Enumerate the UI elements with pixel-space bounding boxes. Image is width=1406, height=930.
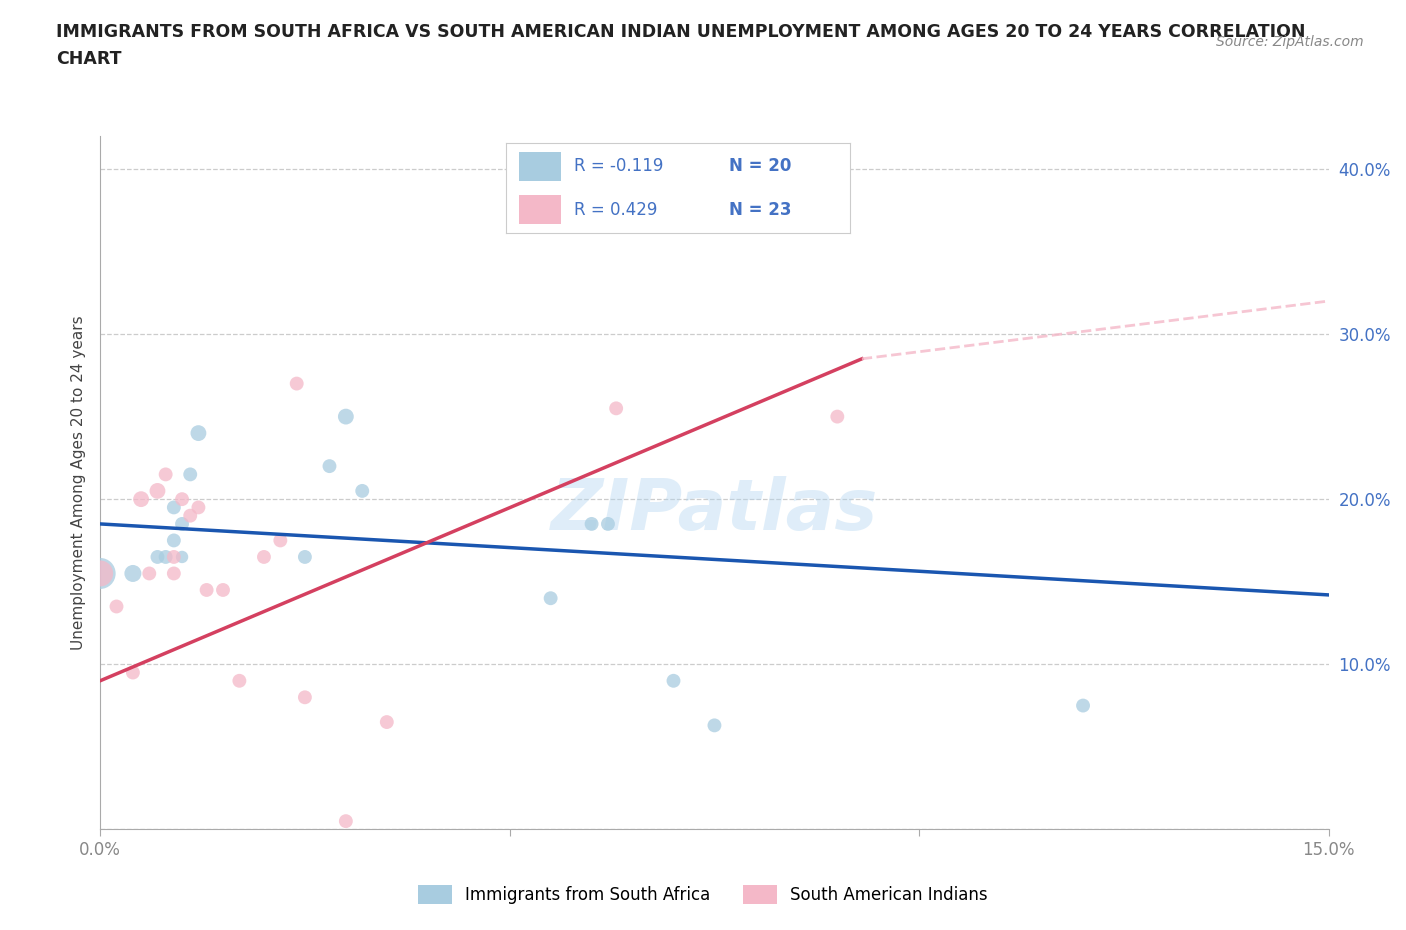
Point <box>122 665 145 680</box>
Point <box>375 714 398 729</box>
Text: Source: ZipAtlas.com: Source: ZipAtlas.com <box>1216 35 1364 49</box>
Point <box>285 376 308 391</box>
Point <box>155 550 177 565</box>
Point <box>212 582 235 597</box>
Point <box>294 690 316 705</box>
Point <box>179 467 201 482</box>
Point <box>129 492 152 507</box>
Point <box>179 508 201 523</box>
Point <box>228 673 250 688</box>
Point <box>662 673 685 688</box>
Point <box>605 401 627 416</box>
Point <box>540 591 562 605</box>
Point <box>138 566 160 581</box>
Point <box>187 500 209 515</box>
Point <box>122 566 145 581</box>
Point <box>105 599 128 614</box>
Text: ZIPatlas: ZIPatlas <box>551 476 879 545</box>
Point <box>1071 698 1094 713</box>
Point <box>294 550 316 565</box>
Point <box>163 533 186 548</box>
Point <box>703 718 725 733</box>
Point <box>827 409 849 424</box>
Text: IMMIGRANTS FROM SOUTH AFRICA VS SOUTH AMERICAN INDIAN UNEMPLOYMENT AMONG AGES 20: IMMIGRANTS FROM SOUTH AFRICA VS SOUTH AM… <box>56 23 1306 68</box>
Point <box>163 500 186 515</box>
Point <box>269 533 291 548</box>
Point <box>170 516 193 531</box>
Point <box>163 566 186 581</box>
Point <box>253 550 276 565</box>
Point <box>170 550 193 565</box>
Point <box>187 426 209 441</box>
Point <box>163 550 186 565</box>
Point <box>170 492 193 507</box>
Point <box>155 467 177 482</box>
Y-axis label: Unemployment Among Ages 20 to 24 years: Unemployment Among Ages 20 to 24 years <box>72 315 86 650</box>
Point <box>318 458 340 473</box>
Point <box>335 409 357 424</box>
Point <box>596 516 619 531</box>
Point <box>89 566 111 581</box>
Point <box>352 484 374 498</box>
Point <box>581 516 603 531</box>
Point <box>195 582 218 597</box>
Point <box>89 566 111 581</box>
Point <box>146 550 169 565</box>
Point <box>335 814 357 829</box>
Point <box>146 484 169 498</box>
Legend: Immigrants from South Africa, South American Indians: Immigrants from South Africa, South Amer… <box>412 878 994 910</box>
